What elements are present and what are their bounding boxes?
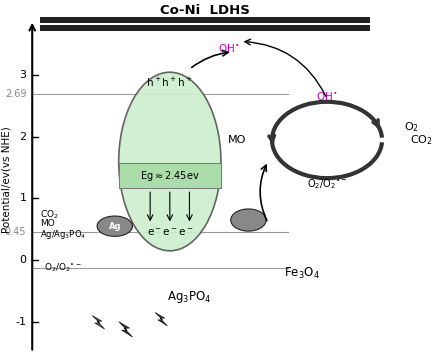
Ellipse shape [231, 209, 266, 231]
Text: Eg$\approx$2.45ev: Eg$\approx$2.45ev [140, 169, 200, 183]
Text: O$_2$/O$_2$$^{\bullet-}$: O$_2$/O$_2$$^{\bullet-}$ [307, 177, 347, 191]
Text: Ag$_3$PO$_4$: Ag$_3$PO$_4$ [167, 289, 212, 305]
Text: MO: MO [40, 219, 55, 228]
Text: 1: 1 [19, 193, 26, 203]
Text: Fe$_3$O$_4$: Fe$_3$O$_4$ [284, 266, 320, 281]
Text: Ag/Ag$_3$PO$_4$: Ag/Ag$_3$PO$_4$ [40, 228, 86, 241]
Text: Ag: Ag [108, 222, 121, 231]
Polygon shape [119, 321, 133, 337]
Text: OH$^{\bullet}$: OH$^{\bullet}$ [218, 42, 239, 54]
Polygon shape [92, 315, 105, 329]
Bar [40, 17, 370, 23]
Text: 0: 0 [19, 255, 26, 265]
Text: CO$_2$: CO$_2$ [410, 133, 432, 147]
Text: -1: -1 [15, 317, 26, 327]
Text: h$^+$h$^+$h$^+$: h$^+$h$^+$h$^+$ [146, 76, 194, 89]
Text: O$_2$: O$_2$ [403, 120, 419, 134]
FancyBboxPatch shape [119, 163, 221, 188]
Text: MO: MO [227, 135, 246, 145]
Text: CO$_2$: CO$_2$ [40, 208, 59, 221]
Bar [40, 25, 370, 31]
Text: O$_2$/O$_2$$^{\bullet-}$: O$_2$/O$_2$$^{\bullet-}$ [44, 262, 82, 274]
Text: 0.45: 0.45 [5, 228, 26, 237]
Ellipse shape [97, 216, 133, 237]
Text: 2.69: 2.69 [5, 89, 26, 99]
Text: Potential/ev(vs NHE): Potential/ev(vs NHE) [2, 127, 12, 233]
Polygon shape [155, 312, 168, 326]
Text: OH$^{\bullet}$: OH$^{\bullet}$ [316, 90, 338, 102]
Text: Co-Ni  LDHS: Co-Ni LDHS [160, 4, 250, 17]
Text: e$^-$e$^-$e$^-$: e$^-$e$^-$e$^-$ [146, 227, 193, 238]
Text: 2: 2 [19, 132, 26, 142]
Text: 3: 3 [19, 70, 26, 80]
Ellipse shape [119, 72, 221, 251]
